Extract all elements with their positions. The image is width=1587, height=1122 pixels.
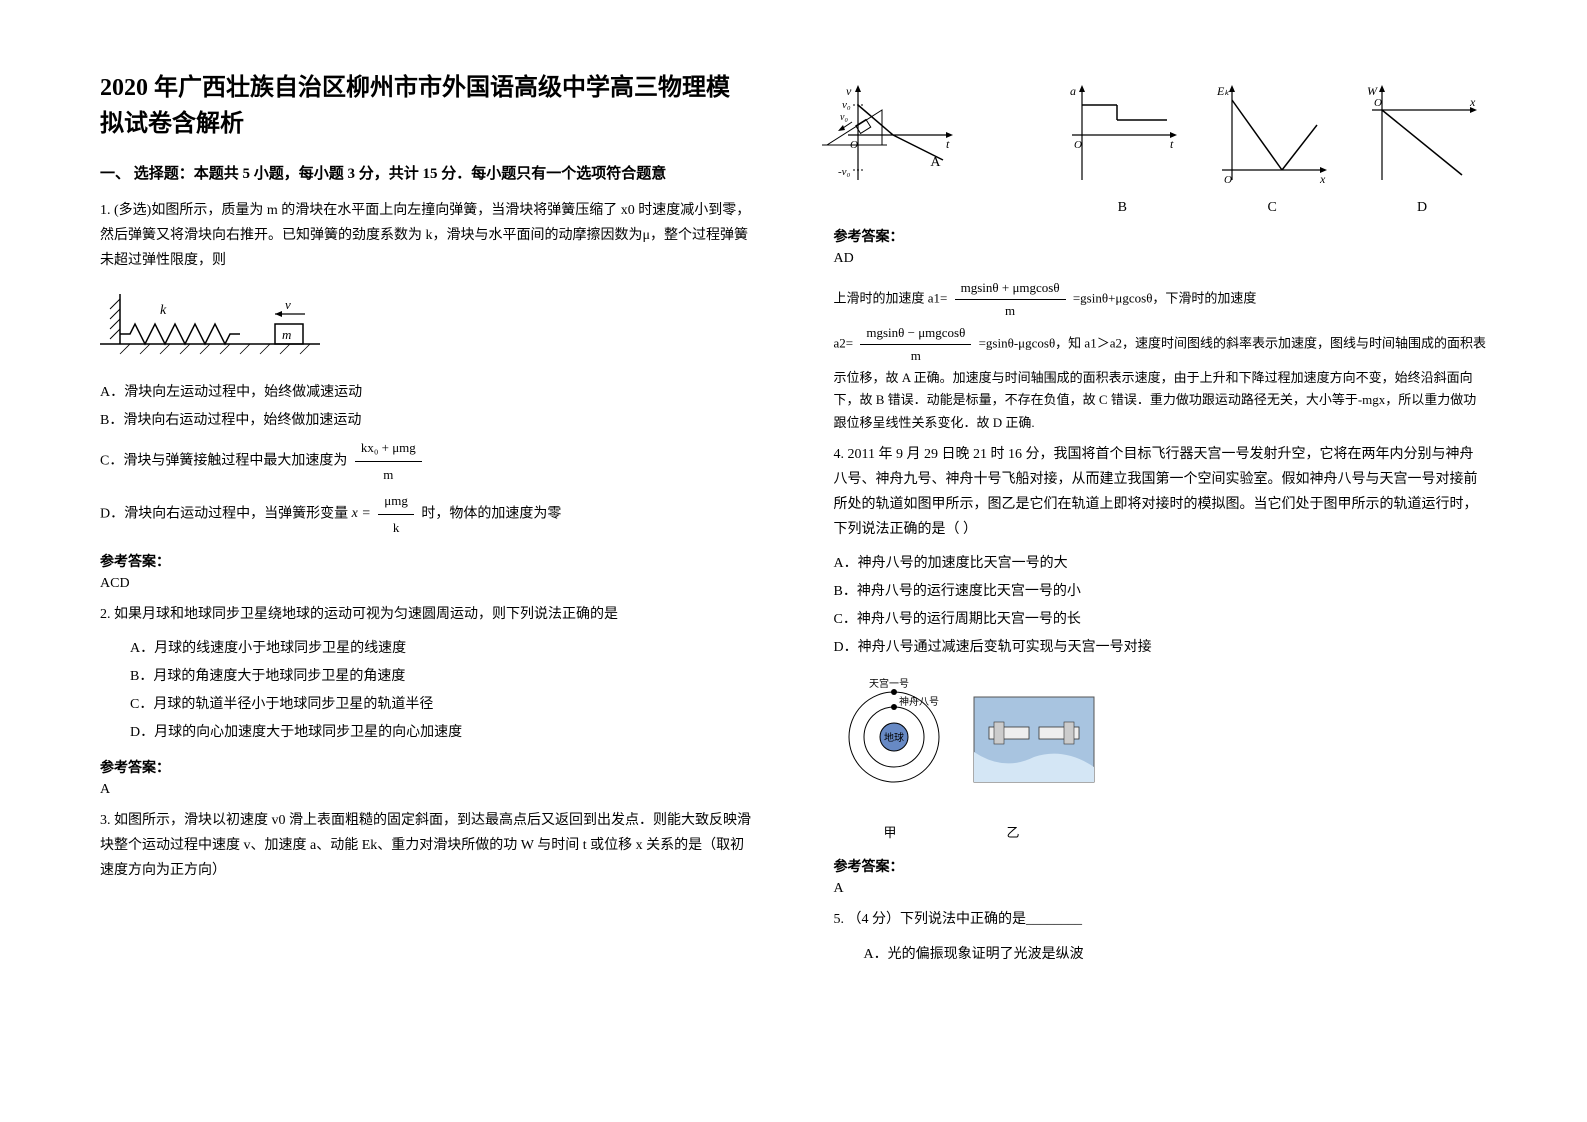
- svg-text:O: O: [1374, 97, 1382, 109]
- q3-graph-c: Eₖ x O C: [1212, 80, 1332, 216]
- q1-option-c: C．滑块与弹簧接触过程中最大加速度为 kx₀ + μmg m: [100, 435, 754, 488]
- svg-text:Eₖ: Eₖ: [1216, 84, 1230, 98]
- q1-optd-denominator: k: [378, 515, 414, 541]
- q1-optc-numerator: kx₀ + μmg: [355, 435, 422, 462]
- q3-stem: 3. 如图所示，滑块以初速度 v0 滑上表面粗糙的固定斜面，到达最高点后又返回到…: [100, 808, 754, 884]
- svg-text:天宫一号: 天宫一号: [869, 677, 909, 690]
- orbit-yi-label: 乙: [1007, 822, 1020, 841]
- q4-stem: 4. 2011 年 9 月 29 日晚 21 时 16 分，我国将首个目标飞行器…: [834, 442, 1488, 543]
- graph-d-label: D: [1362, 200, 1482, 216]
- q3-answer-label: 参考答案：: [834, 226, 1488, 246]
- q1-optc-denominator: m: [355, 462, 422, 488]
- q3-frac2-bot: m: [860, 345, 971, 367]
- svg-text:x: x: [1319, 172, 1326, 186]
- svg-text:W: W: [1367, 84, 1378, 98]
- svg-text:t: t: [946, 137, 950, 151]
- svg-text:k: k: [160, 303, 167, 318]
- q2-option-a: A．月球的线速度小于地球同步卫星的线速度: [130, 635, 754, 663]
- q4-answer: A: [834, 881, 1488, 897]
- q1-optc-fraction: kx₀ + μmg m: [355, 435, 422, 488]
- q1-option-b: B．滑块向右运动过程中，始终做加速运动: [100, 407, 754, 435]
- q3-exp-frac2: mgsinθ − μmgcosθ m: [860, 322, 971, 367]
- q1-answer-label: 参考答案：: [100, 551, 754, 571]
- svg-text:a: a: [1070, 84, 1076, 98]
- q1-stem: 1. (多选)如图所示，质量为 m 的滑块在水平面上向左撞向弹簧，当滑块将弹簧压…: [100, 198, 754, 274]
- page-container: 2020 年广西壮族自治区柳州市市外国语高级中学高三物理模拟试卷含解析 一、 选…: [0, 0, 1587, 1009]
- q4-option-c: C．神舟八号的运行周期比天宫一号的长: [834, 606, 1488, 634]
- q3-frac1-top: mgsinθ + μmgcosθ: [955, 277, 1066, 300]
- q1-spring-diagram: k m v: [100, 289, 754, 364]
- q4-option-a: A．神舟八号的加速度比天宫一号的大: [834, 550, 1488, 578]
- svg-text:-v₀: -v₀: [838, 166, 851, 178]
- section-1-header: 一、 选择题：本题共 5 小题，每小题 3 分，共计 15 分．每小题只有一个选…: [100, 162, 754, 183]
- q5-option-a: A．光的偏振现象证明了光波是纵波: [864, 941, 1488, 969]
- graph-b-label: B: [1062, 200, 1182, 216]
- svg-text:O: O: [1224, 174, 1232, 186]
- svg-text:v: v: [285, 297, 291, 312]
- q1-answer: ACD: [100, 576, 754, 592]
- q3-exp-prefix2: a2=: [834, 336, 854, 351]
- q3-frac1-bot: m: [955, 300, 1066, 322]
- q3-frac2-top: mgsinθ − μmgcosθ: [860, 322, 971, 345]
- q3-graph-a: v t O v₀ -v₀ v₀: [838, 80, 1032, 216]
- svg-text:t: t: [1170, 137, 1174, 151]
- q3-graphs: v t O v₀ -v₀ v₀: [834, 80, 1488, 216]
- svg-text:v: v: [846, 84, 852, 98]
- q5-stem: 5. （4 分）下列说法中正确的是________: [834, 907, 1488, 932]
- q2-option-d: D．月球的向心加速度大于地球同步卫星的向心加速度: [130, 719, 754, 747]
- q1-optd-numerator: μmg: [378, 488, 414, 515]
- graph-c-label: C: [1212, 200, 1332, 216]
- q3-explanation: 上滑时的加速度 a1= mgsinθ + μmgcosθ m =gsinθ+μg…: [834, 277, 1488, 434]
- orbit-jia-label: 甲: [884, 822, 897, 841]
- q3-graph-d: W x O D: [1362, 80, 1482, 216]
- q1-optd-eq: x =: [352, 500, 371, 528]
- q3-exp-frac1: mgsinθ + μmgcosθ m: [955, 277, 1066, 322]
- svg-text:地球: 地球: [884, 731, 904, 744]
- q2-option-c: C．月球的轨道半径小于地球同步卫星的轨道半径: [130, 691, 754, 719]
- svg-text:O: O: [1074, 139, 1082, 151]
- q3-graph-b: a t O B: [1062, 80, 1182, 216]
- q1-option-a: A．滑块向左运动过程中，始终做减速运动: [100, 379, 754, 407]
- svg-text:v₀: v₀: [840, 112, 848, 123]
- q1-optc-prefix: C．滑块与弹簧接触过程中最大加速度为: [100, 453, 347, 468]
- svg-text:x: x: [1469, 95, 1476, 109]
- right-column: v t O v₀ -v₀ v₀: [834, 70, 1488, 969]
- q4-answer-label: 参考答案：: [834, 856, 1488, 876]
- q2-answer: A: [100, 782, 754, 798]
- q4-option-d: D．神舟八号通过减速后变轨可实现与天宫一号对接: [834, 634, 1488, 662]
- left-column: 2020 年广西壮族自治区柳州市市外国语高级中学高三物理模拟试卷含解析 一、 选…: [100, 70, 754, 969]
- q1-optd-prefix: D．滑块向右运动过程中，当弹簧形变量: [100, 506, 348, 521]
- q1-optd-suffix: 时，物体的加速度为零: [421, 506, 561, 521]
- q3-exp-prefix: 上滑时的加速度 a1=: [834, 291, 948, 306]
- q3-answer: AD: [834, 251, 1488, 267]
- q4-option-b: B．神舟八号的运行速度比天宫一号的小: [834, 578, 1488, 606]
- q2-stem: 2. 如果月球和地球同步卫星绕地球的运动可视为匀速圆周运动，则下列说法正确的是: [100, 602, 754, 627]
- q2-option-b: B．月球的角速度大于地球同步卫星的角速度: [130, 663, 754, 691]
- q1-option-d: D．滑块向右运动过程中，当弹簧形变量 x = μmg k 时，物体的加速度为零: [100, 488, 754, 541]
- q3-exp-mid1: =gsinθ+μgcosθ，下滑时的加速度: [1073, 291, 1257, 306]
- svg-text:神舟八号: 神舟八号: [899, 695, 939, 708]
- q1-optd-fraction: μmg k: [378, 488, 414, 541]
- q2-answer-label: 参考答案：: [100, 757, 754, 777]
- svg-text:m: m: [282, 327, 291, 342]
- q4-orbit-diagram: 地球 天宫一号 神舟八号 甲 乙: [834, 677, 1488, 841]
- exam-title: 2020 年广西壮族自治区柳州市市外国语高级中学高三物理模拟试卷含解析: [100, 70, 754, 142]
